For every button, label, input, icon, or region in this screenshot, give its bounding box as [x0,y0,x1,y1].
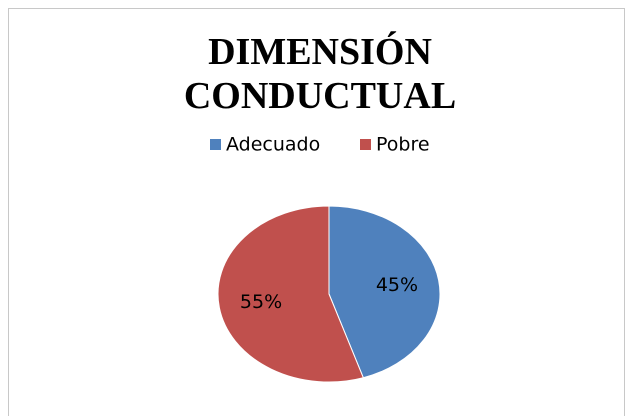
data-label: 45% [376,274,418,296]
chart-frame [8,8,625,416]
pie-slice [217,205,364,383]
legend-label: Pobre [376,134,430,156]
data-label: 55% [240,291,282,313]
chart-title: DIMENSIÓN CONDUCTUAL [183,31,457,117]
pie-slice [328,205,441,379]
legend-swatch [210,139,221,150]
legend-label: Adecuado [226,134,320,156]
legend-swatch [360,139,371,150]
